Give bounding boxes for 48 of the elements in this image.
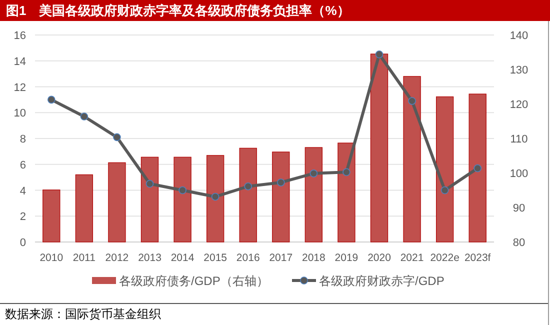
- point: [375, 50, 384, 58]
- point: [310, 170, 318, 178]
- x-tick-label: 2017: [269, 252, 293, 264]
- y2-tick-label: 100: [510, 168, 528, 180]
- chart-title: 图1 美国各级政府财政赤字率及各级政府债务负担率（%）: [6, 3, 350, 18]
- y2-tick-label: 110: [510, 134, 528, 146]
- point: [178, 186, 186, 194]
- point: [440, 186, 449, 194]
- point: [80, 112, 88, 120]
- x-tick-label: 2010: [40, 252, 64, 264]
- x-tick-label: 2016: [236, 252, 260, 264]
- point: [47, 96, 56, 104]
- x-tick-label: 2014: [170, 252, 194, 264]
- point: [276, 178, 285, 186]
- y-tick-label: 8: [20, 134, 26, 146]
- point: [342, 168, 350, 176]
- x-tick-label: 2019: [334, 252, 358, 264]
- x-tick-label: 2012: [105, 252, 129, 264]
- y-tick-label: 4: [20, 185, 26, 198]
- x-tick-label: 2021: [400, 252, 424, 264]
- y2-tick-label: 140: [510, 30, 528, 42]
- x-tick-label: 2015: [204, 252, 228, 264]
- y-tick-label: 2: [20, 211, 26, 224]
- y-tick-label: 12: [14, 82, 26, 94]
- y-tick-label: 0: [20, 237, 26, 249]
- point: [211, 192, 220, 201]
- y2-tick-label: 130: [510, 64, 528, 76]
- x-tick-label: 2013: [138, 252, 162, 264]
- point: [408, 97, 416, 105]
- y-tick-label: 6: [20, 159, 26, 172]
- x-tick-label: 2011: [72, 252, 96, 264]
- x-tick-label: 2022e: [430, 252, 460, 264]
- x-tick-label: 2018: [302, 252, 326, 264]
- x-tick-label: 2023f: [464, 252, 491, 264]
- legend-label: 各级政府债务/GDP（右轴）: [119, 274, 268, 288]
- y2-tick-label: 120: [510, 99, 528, 111]
- legend-label: 各级政府财政赤字/GDP: [319, 274, 444, 288]
- point: [244, 182, 252, 190]
- x-tick-label: 2020: [368, 252, 392, 264]
- y2-tick-label: 80: [512, 237, 526, 249]
- y-tick-label: 14: [14, 56, 26, 68]
- source-note: 数据来源：国际货币基金组织: [5, 307, 161, 321]
- point: [113, 133, 121, 142]
- y2-tick-label: 90: [512, 202, 526, 214]
- point: [146, 180, 154, 188]
- point: [474, 164, 482, 172]
- y-tick-label: 10: [14, 108, 26, 120]
- y-tick-label: 16: [14, 30, 26, 42]
